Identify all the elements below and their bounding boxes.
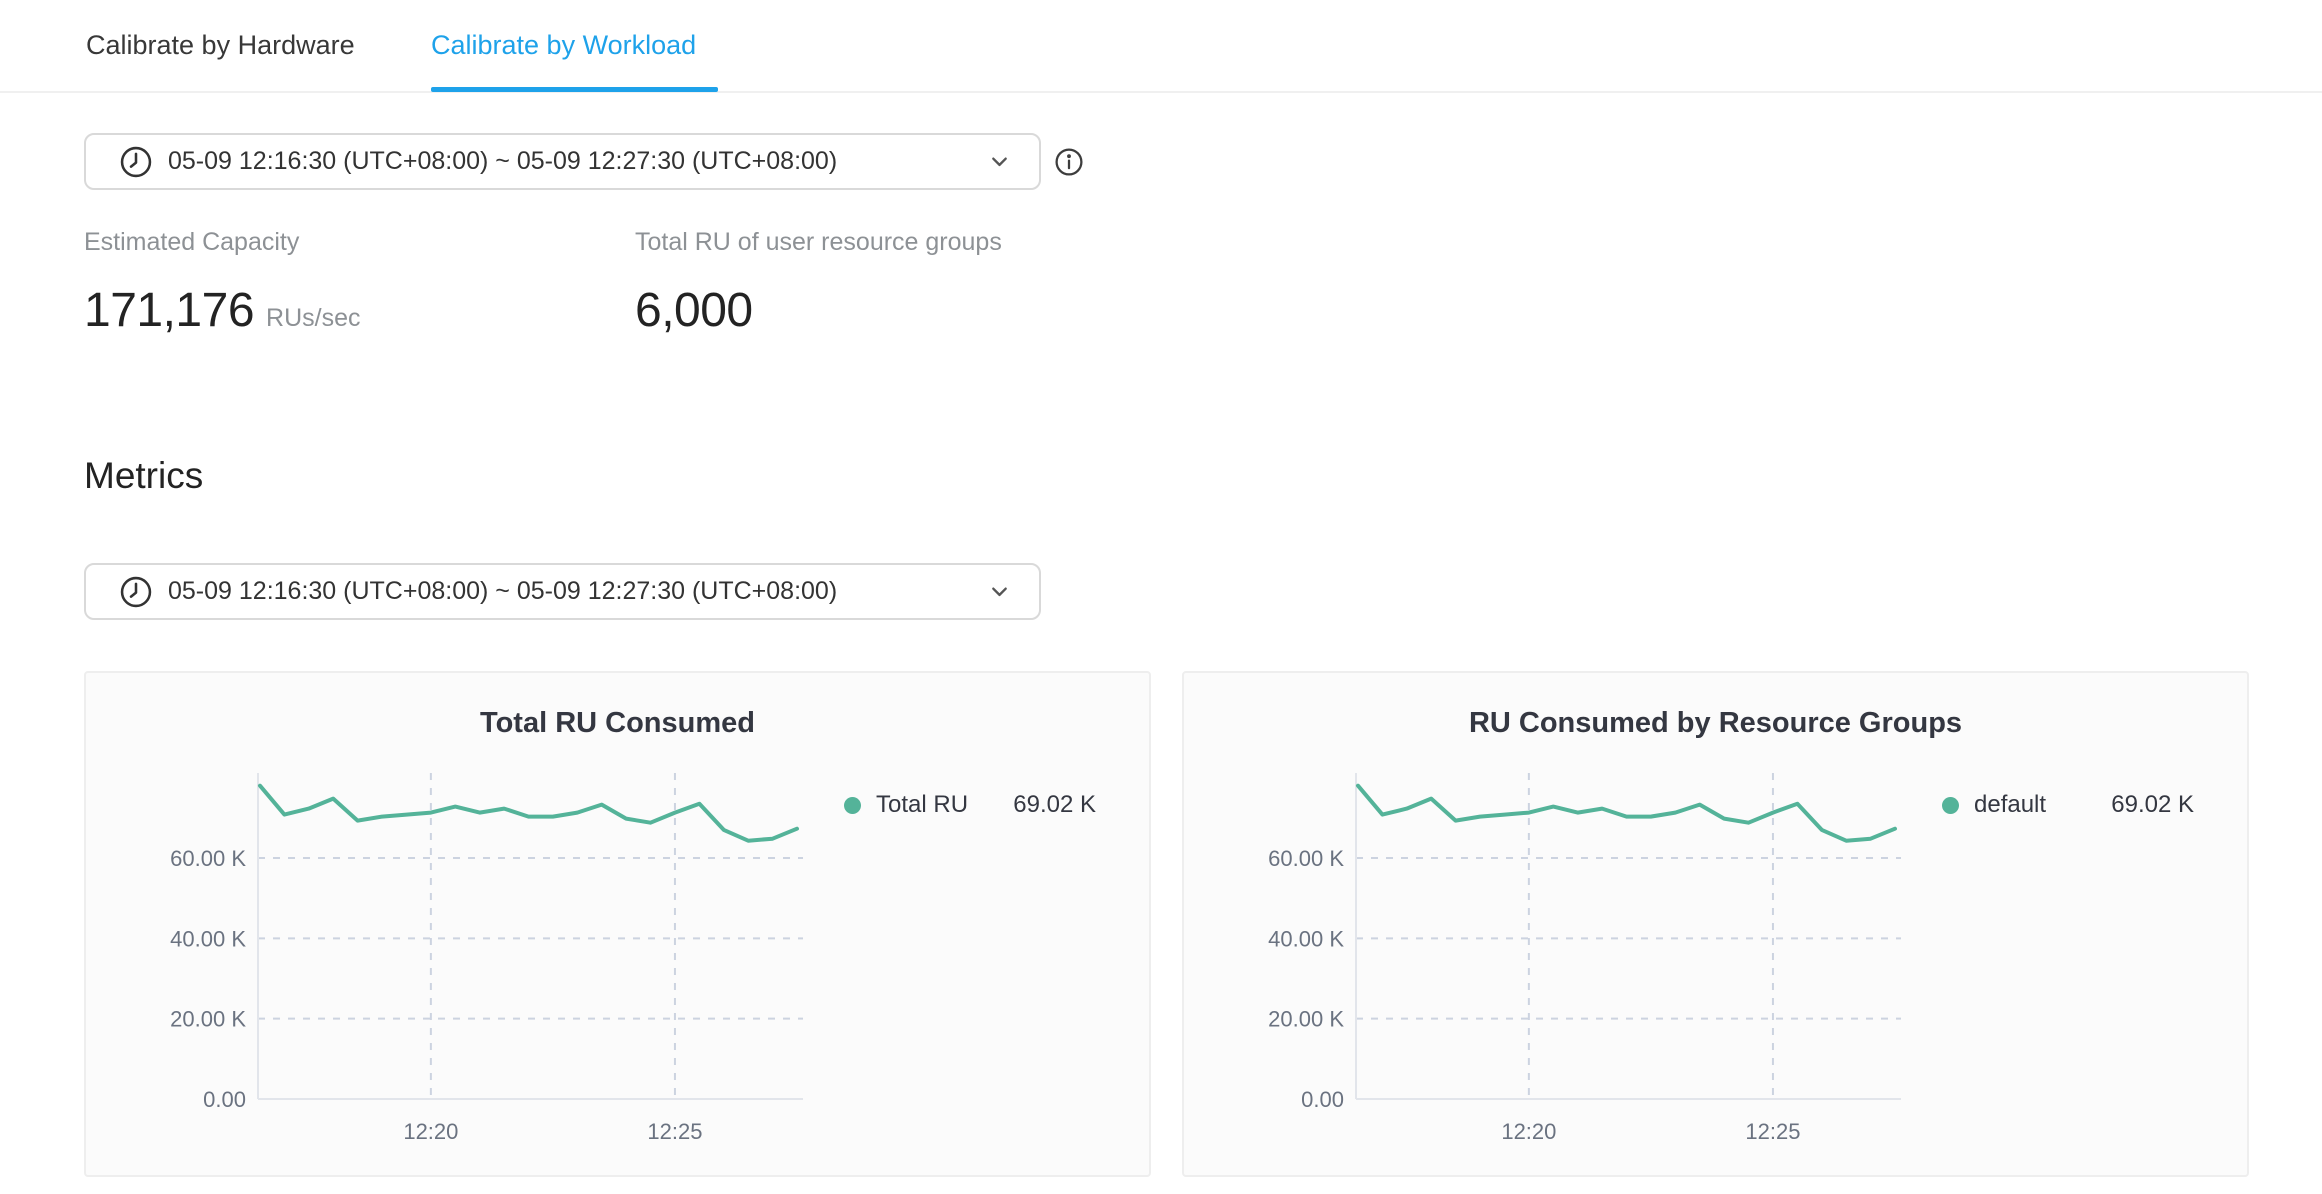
capacity-info-icon[interactable]	[1053, 146, 1085, 178]
legend-item-default[interactable]: default 69.02 K	[1942, 787, 2194, 823]
estimated-capacity-value-row: 171,176 RUs/sec	[84, 283, 360, 338]
active-tab-underline	[431, 87, 718, 92]
legend-series-dot	[1942, 796, 1959, 814]
y-axis-tick-label: 0.00	[1301, 1087, 1344, 1112]
y-axis-tick-label: 60.00 K	[1268, 846, 1344, 871]
time-range-value: 05-09 12:16:30 (UTC+08:00) ~ 05-09 12:27…	[168, 577, 838, 605]
legend-series-value: 69.02 K	[1013, 791, 1096, 818]
clock-icon	[120, 146, 152, 177]
x-axis-tick-label: 12:25	[1745, 1119, 1800, 1144]
y-axis-tick-label: 60.00 K	[170, 846, 246, 871]
chart-title: RU Consumed by Resource Groups	[1468, 707, 1963, 739]
time-range-value: 05-09 12:16:30 (UTC+08:00) ~ 05-09 12:27…	[168, 147, 838, 175]
estimated-capacity-label: Estimated Capacity	[84, 228, 300, 256]
y-axis-tick-label: 20.00 K	[170, 1007, 246, 1032]
x-axis-tick-label: 12:20	[403, 1119, 458, 1144]
tab-calibrate-by-workload[interactable]: Calibrate by Workload	[431, 0, 696, 91]
legend-series-label: Total RU	[876, 791, 969, 818]
y-axis-tick-label: 0.00	[203, 1087, 246, 1112]
total-ru-value-row: 6,000	[635, 283, 753, 338]
x-axis-tick-label: 12:20	[1501, 1119, 1556, 1144]
y-axis-tick-label: 40.00 K	[1268, 926, 1344, 951]
tab-calibrate-by-hardware[interactable]: Calibrate by Hardware	[86, 0, 355, 91]
resource-groups-chart-plot: 12:20 12:25 0.00 20.00 K 40.00 K 60.00 K	[1268, 773, 1901, 1144]
tab-bar: Calibrate by Hardware Calibrate by Workl…	[0, 0, 2322, 93]
series-line	[258, 783, 799, 843]
x-axis-tick-label: 12:25	[647, 1119, 702, 1144]
legend-series-label: default	[1974, 791, 2047, 818]
metrics-section-title: Metrics	[84, 455, 204, 496]
chart-title: Total RU Consumed	[480, 707, 755, 739]
y-axis-tick-label: 20.00 K	[1268, 1007, 1344, 1032]
info-circle-icon	[1055, 148, 1083, 176]
chart-card-resource-groups: 12:20 12:25 0.00 20.00 K 40.00 K 60.00 K RU C…	[1182, 671, 2249, 1177]
clock-icon	[120, 576, 152, 607]
chevron-down-icon	[992, 157, 1007, 167]
series-line	[1356, 783, 1897, 843]
legend-series-value: 69.02 K	[2111, 791, 2194, 818]
y-axis-tick-label: 40.00 K	[170, 926, 246, 951]
tab-label: Calibrate by Hardware	[86, 30, 355, 60]
total-ru-chart-plot: 12:20 12:25 0.00 20.00 K 40.00 K 60.00 K	[170, 773, 803, 1144]
estimated-capacity-value: 171,176	[84, 284, 255, 337]
legend-item-total-ru[interactable]: Total RU 69.02 K	[844, 787, 1096, 823]
time-range-picker-top[interactable]: 05-09 12:16:30 (UTC+08:00) ~ 05-09 12:27…	[84, 133, 1041, 190]
legend-series-dot	[844, 796, 861, 814]
time-range-picker-metrics[interactable]: 05-09 12:16:30 (UTC+08:00) ~ 05-09 12:27…	[84, 563, 1041, 620]
tab-label: Calibrate by Workload	[431, 30, 697, 60]
total-ru-value: 6,000	[635, 284, 753, 337]
estimated-capacity-unit: RUs/sec	[266, 304, 361, 332]
total-ru-label: Total RU of user resource groups	[635, 228, 1002, 256]
chart-card-total-ru: 12:20 12:25 0.00 20.00 K 40.00 K 60.00 K Tota…	[84, 671, 1151, 1177]
chevron-down-icon	[992, 587, 1007, 597]
